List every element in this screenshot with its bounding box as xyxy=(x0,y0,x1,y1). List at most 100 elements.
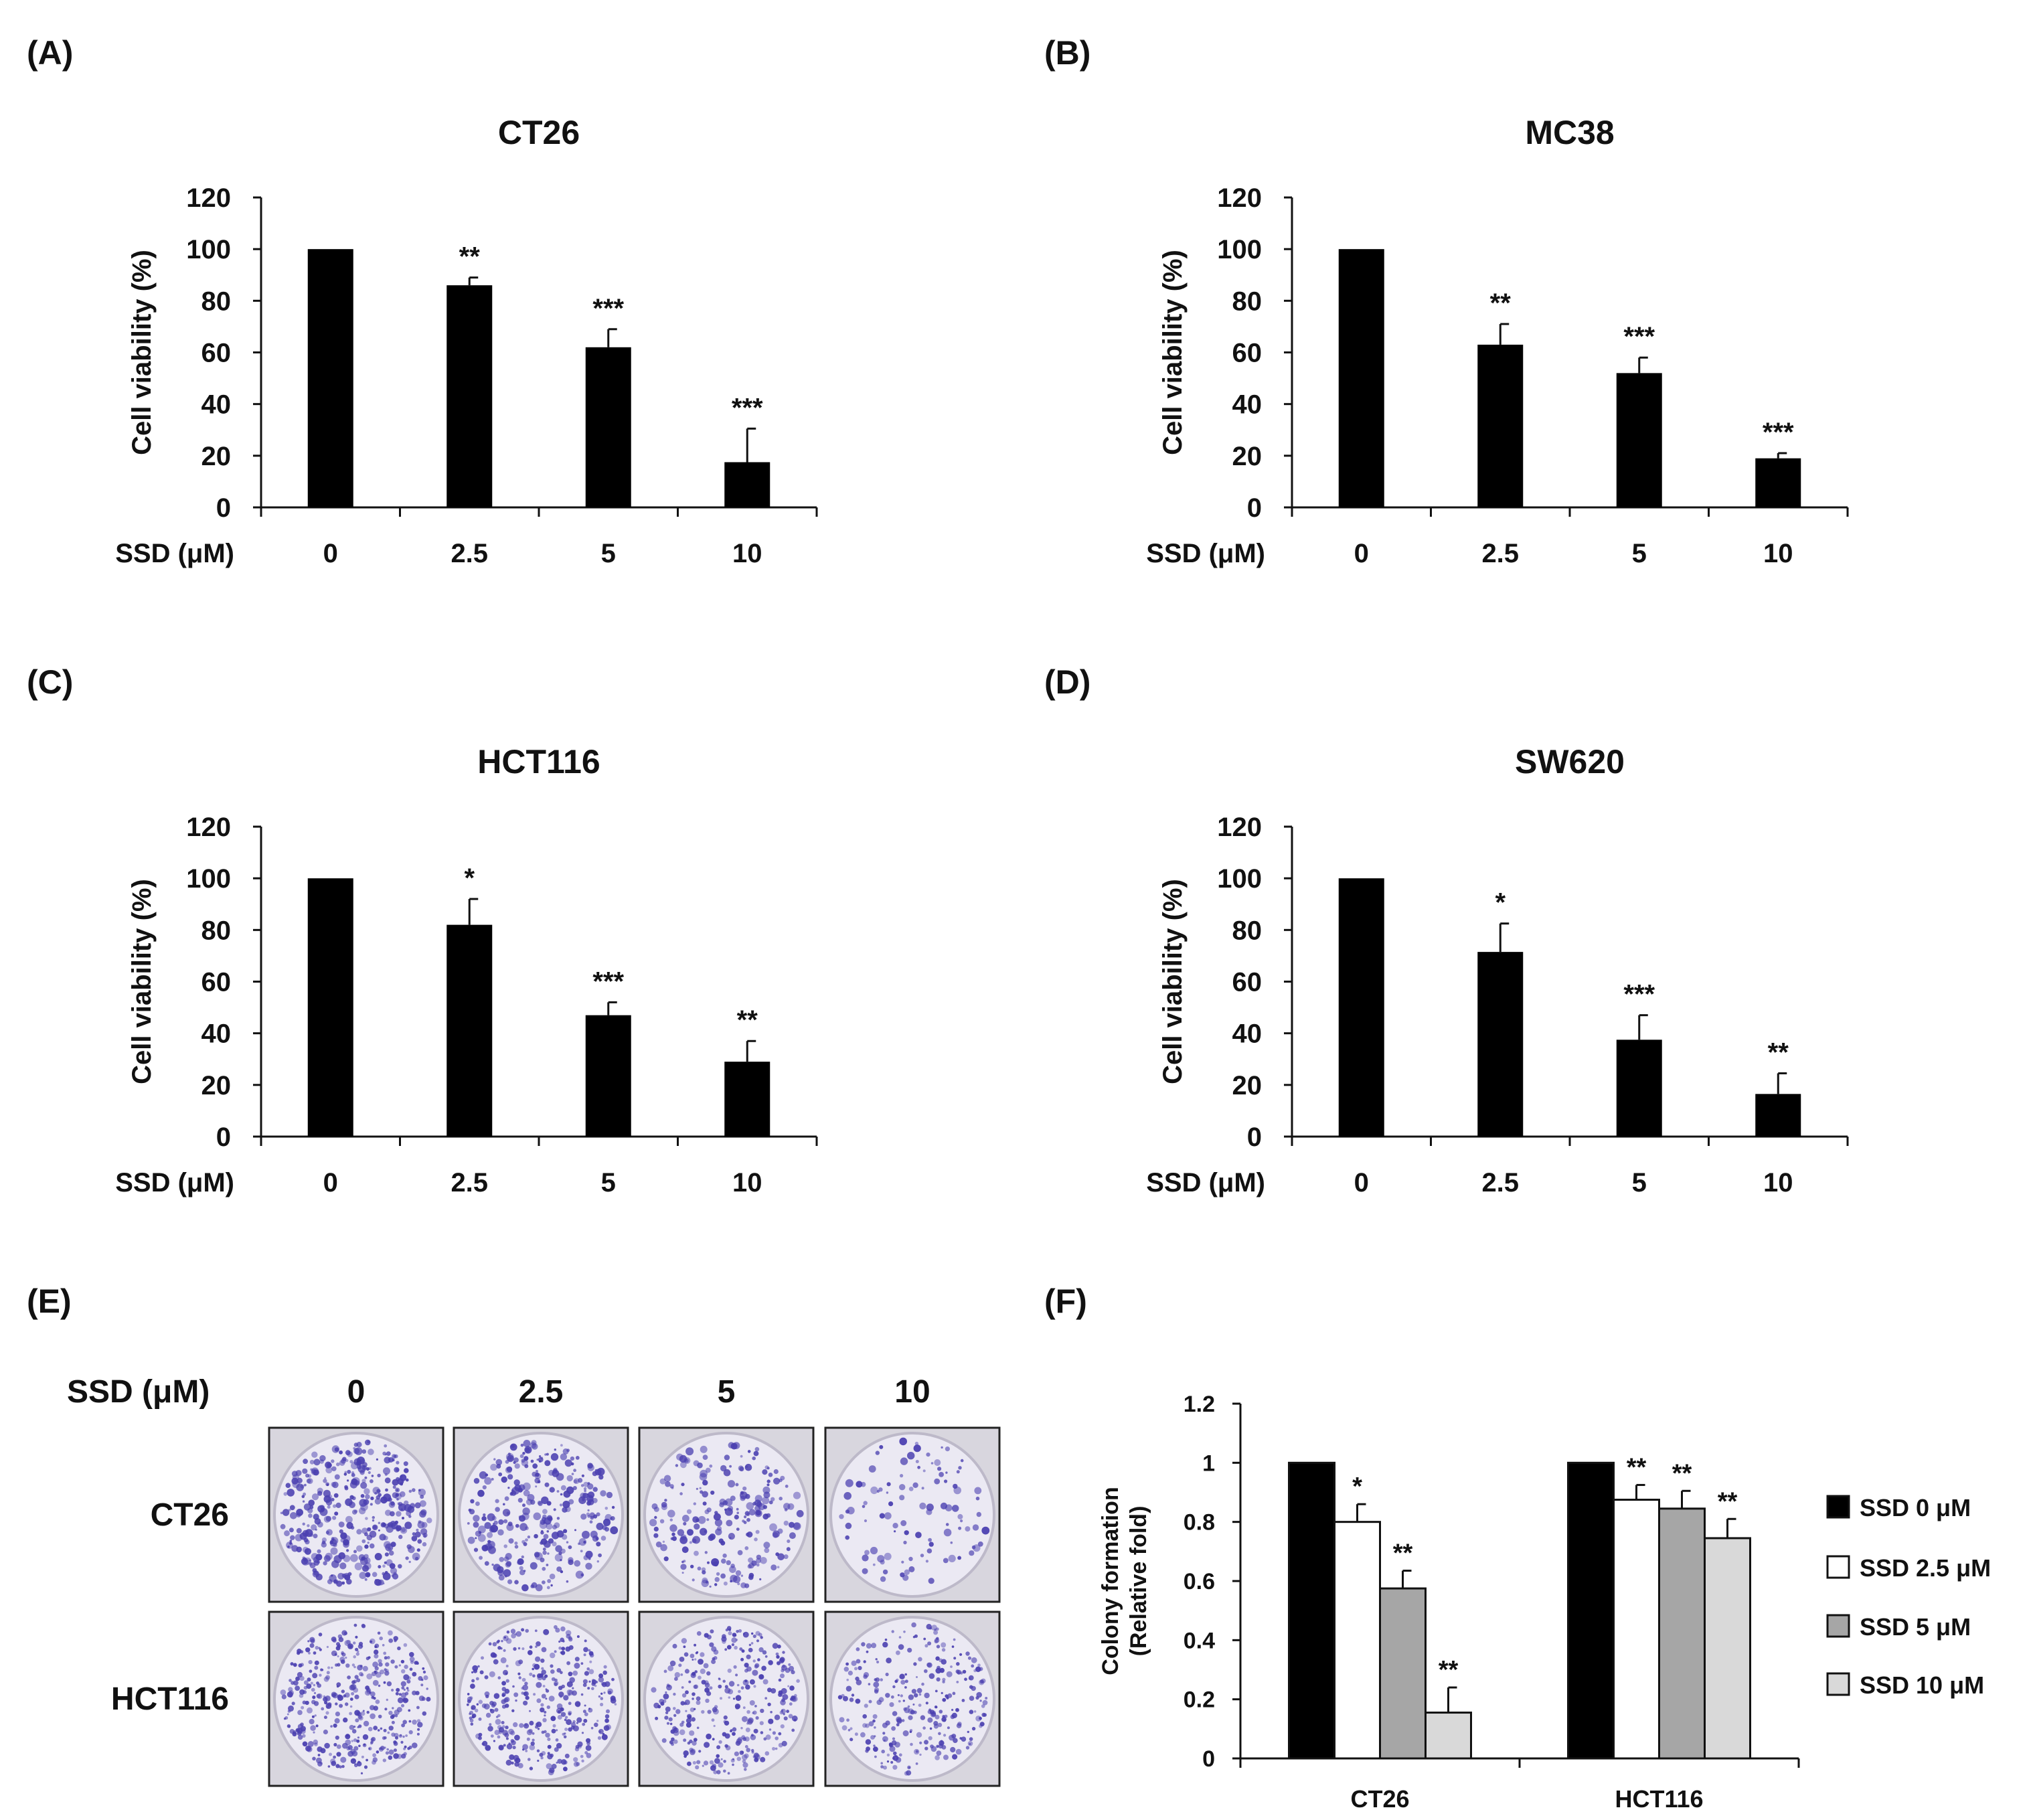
colony-dot xyxy=(572,1670,578,1676)
colony-dot xyxy=(311,1524,317,1531)
colony-dot xyxy=(767,1687,772,1693)
colony-dot xyxy=(550,1453,559,1461)
colony-dot xyxy=(888,1501,894,1507)
colony-dot xyxy=(924,1644,928,1648)
colony-dot xyxy=(504,1496,509,1501)
colony-dot xyxy=(327,1765,331,1768)
colony-dot xyxy=(560,1548,566,1554)
colony-well-image xyxy=(268,1426,444,1603)
colony-dot xyxy=(742,1716,748,1722)
colony-dot xyxy=(334,1474,340,1480)
colony-dot xyxy=(472,1665,479,1671)
colony-dot xyxy=(885,1720,890,1726)
x-category-label: CT26 xyxy=(1350,1785,1409,1813)
colony-dot xyxy=(323,1489,331,1497)
colony-dot xyxy=(361,1624,366,1629)
significance-mark: *** xyxy=(1623,322,1655,351)
colony-dot xyxy=(505,1460,509,1464)
colony-dot xyxy=(398,1693,402,1696)
colony-dot xyxy=(504,1697,510,1702)
colony-dot xyxy=(874,1735,876,1738)
colony-dot xyxy=(789,1521,795,1528)
colony-dot xyxy=(375,1579,382,1586)
colony-dot xyxy=(753,1685,756,1688)
colony-dot xyxy=(945,1446,950,1452)
colony-dot xyxy=(724,1455,730,1461)
colony-dot xyxy=(582,1683,587,1687)
colony-dot xyxy=(891,1740,897,1746)
colony-dot xyxy=(606,1491,613,1499)
colony-dot xyxy=(496,1641,499,1644)
colony-dot xyxy=(773,1469,779,1475)
colony-dot xyxy=(975,1716,981,1722)
colony-dot xyxy=(928,1538,932,1542)
colony-dot xyxy=(780,1673,785,1679)
colony-dot xyxy=(369,1543,375,1549)
colony-dot xyxy=(482,1740,488,1746)
colony-dot xyxy=(364,1532,368,1537)
colony-dot xyxy=(759,1578,762,1580)
colony-dot xyxy=(349,1684,355,1691)
colony-dot xyxy=(552,1469,558,1474)
colony-dot xyxy=(547,1552,550,1555)
colony-dot xyxy=(490,1709,495,1714)
colony-dot xyxy=(588,1680,591,1683)
colony-dot xyxy=(535,1472,540,1477)
colony-dot xyxy=(892,1764,898,1770)
colony-dots xyxy=(280,1623,431,1774)
colony-dot xyxy=(596,1512,600,1517)
colony-dot xyxy=(349,1460,353,1464)
colony-dot xyxy=(576,1717,582,1723)
colony-dot xyxy=(743,1521,747,1524)
colony-dot xyxy=(400,1526,408,1534)
colony-dot xyxy=(523,1700,528,1706)
colony-dot xyxy=(914,1634,918,1638)
bar xyxy=(1425,1712,1472,1760)
colony-dot xyxy=(426,1517,432,1523)
colony-dot xyxy=(498,1574,505,1581)
colony-dot xyxy=(542,1676,546,1681)
colony-dot xyxy=(531,1582,538,1588)
colony-dot xyxy=(783,1713,785,1716)
colony-dot xyxy=(939,1710,943,1714)
colony-dot xyxy=(600,1692,603,1695)
y-tick-label: 0 xyxy=(1247,1123,1262,1152)
colony-dot xyxy=(475,1677,479,1681)
colony-well-image xyxy=(638,1610,815,1787)
colony-dot xyxy=(395,1487,400,1493)
colony-dot xyxy=(384,1457,391,1464)
colony-dot xyxy=(603,1691,606,1694)
colony-dot xyxy=(698,1659,704,1665)
colony-dot xyxy=(683,1750,689,1756)
colony-dot xyxy=(393,1572,397,1576)
colony-dot xyxy=(331,1466,337,1471)
x-axis-label: SSD (μM) xyxy=(1146,1168,1265,1197)
colony-dot xyxy=(420,1495,424,1499)
colony-dot xyxy=(368,1449,374,1455)
colony-dot xyxy=(709,1686,713,1690)
colony-dot xyxy=(535,1656,541,1662)
colony-dot xyxy=(548,1769,554,1776)
colony-dot xyxy=(541,1647,547,1653)
colony-dot xyxy=(535,1584,543,1592)
colony-dot xyxy=(408,1720,412,1723)
colony-dot xyxy=(295,1676,300,1681)
colony-dot xyxy=(671,1742,674,1746)
colony-dot xyxy=(873,1746,878,1752)
colony-dot xyxy=(343,1535,351,1542)
colony-dot xyxy=(370,1691,376,1697)
colony-dot xyxy=(694,1658,697,1661)
colony-dot xyxy=(307,1707,313,1714)
colony-dot xyxy=(332,1481,339,1489)
colony-dot xyxy=(345,1663,350,1668)
colony-dot xyxy=(584,1639,587,1643)
colony-dot xyxy=(568,1671,573,1677)
colony-dot xyxy=(509,1754,515,1760)
colony-dot xyxy=(491,1563,494,1566)
colony-dot xyxy=(934,1478,941,1485)
colony-dot xyxy=(418,1489,421,1492)
colony-dot xyxy=(864,1704,868,1708)
colony-dot xyxy=(758,1647,764,1653)
colony-dot xyxy=(378,1521,381,1525)
colony-dot xyxy=(475,1501,480,1506)
